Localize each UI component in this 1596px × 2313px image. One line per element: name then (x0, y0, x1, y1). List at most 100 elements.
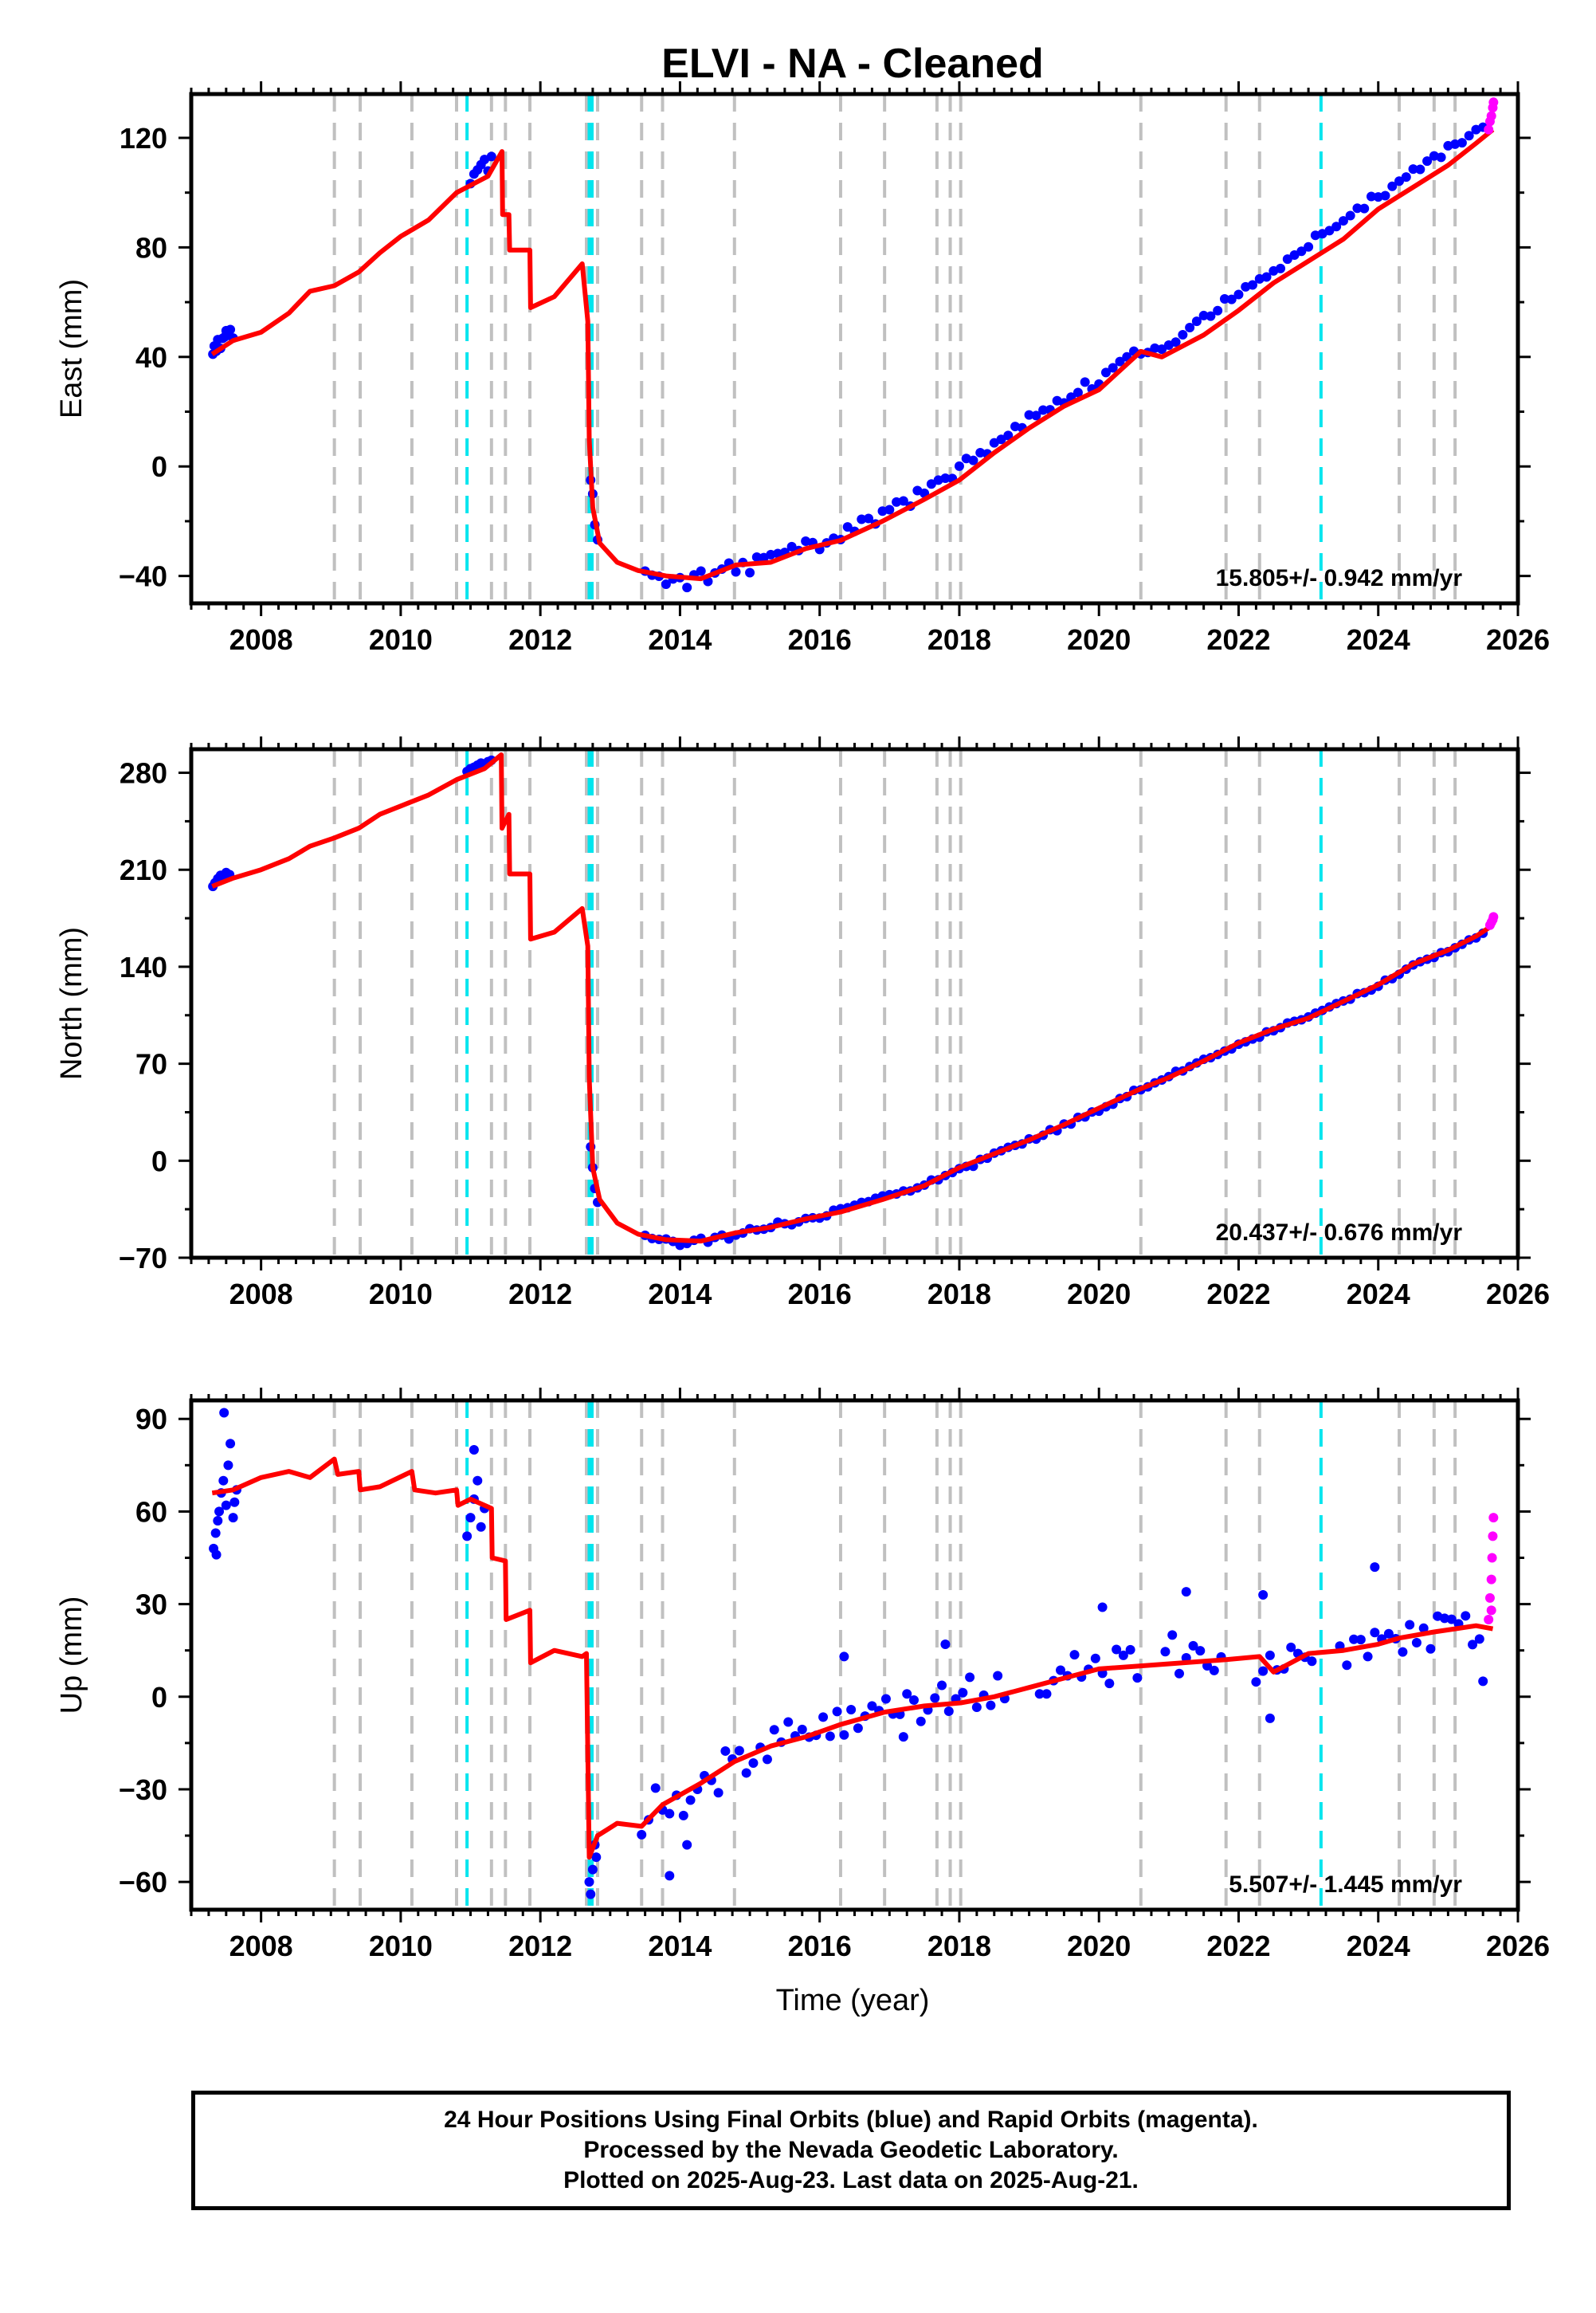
final-orbit-point (1411, 1638, 1421, 1648)
final-orbit-point (751, 552, 762, 562)
final-orbit-point (832, 1706, 842, 1717)
final-orbit-point (1191, 316, 1202, 327)
final-orbit-point (930, 1693, 940, 1703)
final-orbit-point (1338, 216, 1348, 226)
panel-north: 2008 2010 2012 2014 2016 2018 2020 2022 2024 2026… (55, 736, 1550, 1310)
final-orbit-point (1209, 1665, 1219, 1675)
final-orbit-point (1024, 410, 1034, 420)
final-orbit-point (214, 1506, 225, 1517)
final-orbit-point (839, 1651, 849, 1662)
final-orbit-point (473, 1475, 483, 1486)
final-orbit-point (1181, 1587, 1191, 1597)
y-tick-label: −70 (119, 1242, 167, 1274)
final-orbit-point (898, 1732, 908, 1742)
x-tick-label: 2008 (229, 623, 293, 656)
y-tick-label: −60 (119, 1866, 167, 1899)
y-tick-label: 280 (120, 757, 167, 790)
final-orbit-point (1436, 152, 1446, 163)
final-orbit-point (1307, 1656, 1317, 1667)
rapid-orbit-point (1484, 1592, 1495, 1603)
final-orbit-point (940, 1639, 951, 1649)
x-tick-label: 2014 (648, 623, 712, 656)
footer-line-3: Plotted on 2025-Aug-23. Last data on 202… (563, 2167, 1139, 2193)
final-orbit-point (469, 1444, 479, 1455)
final-orbit-point (211, 1549, 222, 1560)
final-orbit-point (221, 1500, 231, 1510)
x-tick-label: 2008 (229, 1930, 293, 1962)
panel-frame (189, 747, 1520, 1260)
x-tick-label: 2016 (788, 1278, 852, 1310)
final-orbit-point (650, 1783, 661, 1793)
final-orbit-point (734, 1746, 744, 1756)
x-tick-label: 2016 (788, 623, 852, 656)
final-orbit-point (584, 1877, 594, 1887)
final-orbit-point (1258, 1589, 1269, 1600)
final-orbit-point (685, 1795, 696, 1805)
final-orbit-point (1370, 1562, 1380, 1573)
final-orbit-point (926, 479, 936, 489)
final-orbit-point (943, 1706, 954, 1716)
final-orbit-point (1160, 1647, 1171, 1657)
x-axis-title: Time (year) (776, 1984, 930, 2017)
final-orbit-point (587, 1864, 598, 1875)
y-tick-label: 120 (120, 122, 167, 155)
final-orbit-point (1167, 1630, 1178, 1640)
final-orbit-point (1418, 1623, 1429, 1633)
y-tick-label: 210 (120, 854, 167, 886)
final-orbit-point (1038, 405, 1049, 415)
final-orbit-point (1080, 377, 1090, 387)
y-tick-label: −30 (119, 1773, 167, 1806)
final-orbit-point (971, 1702, 982, 1712)
rapid-orbit-point (1484, 124, 1494, 135)
final-orbit-point (1478, 1676, 1488, 1687)
final-orbit-point (1069, 1650, 1080, 1660)
final-orbit-point (818, 1712, 829, 1722)
final-orbit-point (462, 1531, 473, 1541)
final-orbit-point (465, 1513, 476, 1523)
final-orbit-point (1265, 1713, 1275, 1723)
x-tick-label: 2014 (648, 1930, 712, 1962)
final-orbit-point (1349, 1634, 1359, 1644)
rapid-orbit-point (1488, 1513, 1499, 1523)
final-orbit-point (745, 567, 755, 578)
final-orbit-point (1363, 1651, 1373, 1662)
final-orbit-point (229, 1497, 240, 1507)
final-orbit-point (1359, 203, 1370, 214)
rate-label: 5.507+/- 1.445 mm/yr (1229, 1871, 1462, 1898)
final-orbit-point (486, 151, 496, 162)
final-orbit-point (1366, 191, 1376, 202)
final-orbit-point (1174, 1668, 1184, 1679)
final-orbit-point (1031, 410, 1041, 421)
x-tick-label: 2020 (1067, 623, 1131, 656)
final-orbit-point (1003, 430, 1014, 441)
final-orbit-point (1056, 1665, 1066, 1675)
panel-east: 2008 2010 2012 2014 2016 2018 2020 2022 2024 2026… (55, 81, 1550, 656)
y-axis-title: East (mm) (55, 279, 88, 418)
final-orbit-point (1355, 1635, 1366, 1645)
final-orbit-point (1100, 367, 1111, 378)
y-tick-label: 70 (135, 1048, 167, 1081)
x-tick-label: 2018 (927, 623, 991, 656)
y-tick-label: 0 (151, 1681, 167, 1714)
final-orbit-point (228, 1513, 238, 1523)
final-orbit-point (1394, 176, 1405, 187)
final-orbit-point (884, 505, 895, 515)
rapid-orbit-point (1488, 912, 1499, 922)
final-orbit-point (591, 1852, 602, 1863)
final-orbit-point (1125, 1644, 1135, 1655)
final-orbit-point (1258, 1666, 1269, 1676)
x-tick-label: 2012 (508, 1278, 572, 1310)
y-tick-label: 80 (135, 231, 167, 264)
final-orbit-point (1282, 254, 1292, 265)
y-axis-title: North (mm) (55, 927, 88, 1080)
x-tick-label: 2018 (927, 1930, 991, 1962)
final-orbit-point (965, 1672, 975, 1683)
final-orbit-point (993, 1671, 1003, 1681)
y-tick-label: 140 (120, 951, 167, 984)
final-orbit-point (783, 1717, 794, 1727)
final-orbit-point (1425, 1643, 1436, 1654)
rapid-orbit-point (1487, 1553, 1497, 1563)
final-orbit-point (968, 455, 978, 465)
final-orbit-point (1401, 172, 1411, 183)
final-orbit-point (1474, 1634, 1484, 1644)
